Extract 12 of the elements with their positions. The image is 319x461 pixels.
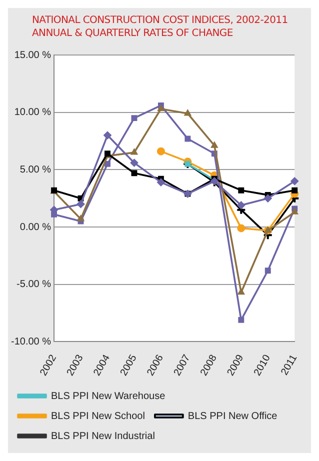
- y-tick-label: -5.00 %: [16, 279, 52, 290]
- legend-label: BLS PPI New Office: [188, 410, 278, 422]
- legend-label: BLS PPI New Industrial: [51, 430, 155, 442]
- y-tick-label: 5.00 %: [20, 164, 52, 176]
- legend-label: BLS PPI New Warehouse: [51, 390, 166, 402]
- y-tick-label: -10.00 %: [10, 336, 52, 348]
- chart-title: NATIONAL CONSTRUCTION COST INDICES, 2002-2011: [32, 14, 289, 27]
- y-tick-label: 10.00 %: [14, 107, 52, 118]
- legend-label: BLS PPI New School: [51, 410, 145, 422]
- y-tick-label: 0.00 %: [20, 222, 52, 233]
- chart-subtitle: ANNUAL & QUARTERLY RATES OF CHANGE: [32, 27, 234, 40]
- y-tick-label: 15.00 %: [14, 50, 52, 61]
